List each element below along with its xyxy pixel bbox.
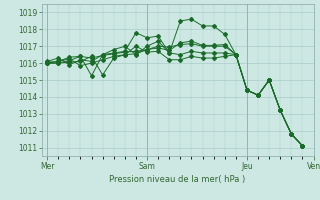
X-axis label: Pression niveau de la mer( hPa ): Pression niveau de la mer( hPa ) bbox=[109, 175, 246, 184]
